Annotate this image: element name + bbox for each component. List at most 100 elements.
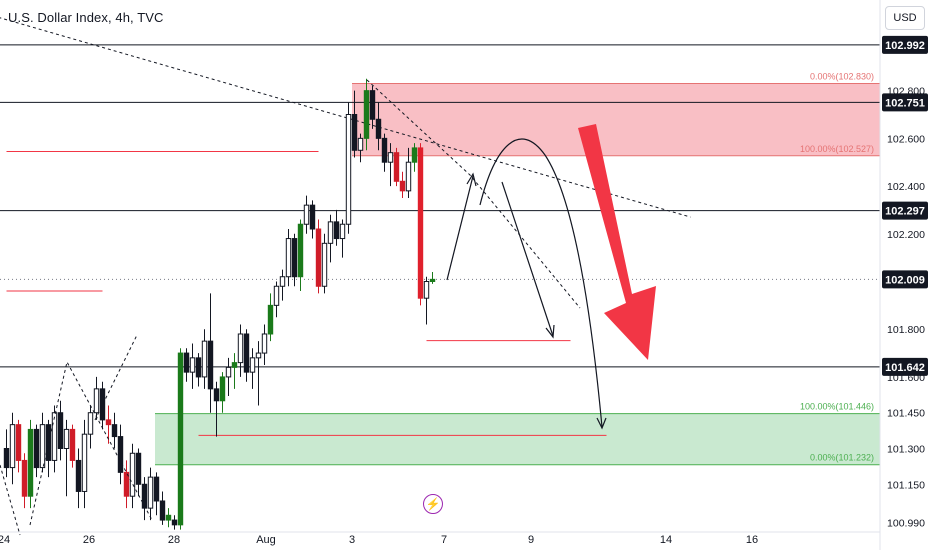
candle (123, 460, 130, 509)
candle (117, 424, 124, 485)
candle (387, 143, 394, 187)
candle (357, 133, 364, 163)
x-tick-label: 16 (746, 534, 758, 546)
candle (345, 102, 352, 234)
candle (9, 412, 16, 485)
candle-body (381, 137, 388, 163)
candle-body (21, 459, 28, 497)
candle (375, 102, 382, 151)
x-tick-label: 24 (0, 534, 10, 546)
y-tick-label: 101.300 (887, 444, 925, 456)
candle-body (321, 242, 328, 287)
candle-body (207, 340, 214, 390)
projection-down-arrow-1-head (545, 324, 555, 339)
candle-body (327, 221, 334, 244)
candle-body (3, 448, 10, 469)
zone-supply-bottom-label: 100.00%(102.527) (800, 144, 874, 154)
candle-body (189, 357, 196, 373)
candle (399, 171, 406, 198)
candle-body (279, 276, 286, 287)
candle (51, 405, 58, 473)
candle (285, 229, 292, 287)
price-tag-bg (882, 270, 928, 289)
price-tag-label: 102.992 (885, 40, 925, 52)
candle-body (285, 238, 292, 278)
candle (333, 209, 340, 246)
candle (279, 269, 286, 301)
candle (33, 424, 40, 478)
zones-layer: 0.00%(102.830) 100.00%(102.527) 100.00%(10… (155, 71, 880, 466)
candle (153, 472, 160, 516)
candle (237, 324, 244, 377)
candle-body (393, 152, 400, 182)
candle (321, 233, 328, 294)
candle-body (375, 118, 382, 139)
candle (99, 381, 106, 430)
candle-body (123, 471, 130, 497)
candle (141, 477, 148, 521)
candle-body (147, 476, 154, 509)
candle-body (129, 452, 136, 497)
candle (363, 78, 370, 151)
y-tick-label: 102.600 (887, 133, 925, 145)
candle-body (69, 428, 76, 461)
candle (189, 343, 196, 389)
candle (63, 419, 70, 497)
candle-body (261, 333, 268, 354)
candle-body (177, 352, 184, 526)
candle (3, 429, 10, 478)
candle-body (153, 476, 160, 502)
candle (339, 219, 346, 258)
candle (105, 405, 112, 444)
price-tag-label: 102.751 (885, 97, 925, 109)
projection-up-arrow-head (466, 172, 477, 187)
candle-body (303, 204, 310, 225)
projection-down-arrow-1 (501, 181, 554, 337)
candle-body (63, 428, 70, 449)
candle-body (315, 228, 322, 287)
candle-body (201, 340, 208, 378)
candle (135, 448, 142, 497)
candle-body (297, 223, 304, 278)
candle-body (231, 362, 238, 368)
candle-body (159, 500, 166, 521)
chart-title: U.S. Dollar Index, 4h, TVC (8, 10, 164, 25)
candle-body (219, 376, 226, 402)
drawings-layer (0, 79, 656, 536)
candle-body (363, 90, 370, 139)
candle-body (351, 114, 358, 151)
zigzag-left-3 (94, 334, 138, 421)
candle-body (291, 238, 298, 278)
zone-supply (352, 83, 880, 156)
candle-body (309, 204, 316, 230)
candle (423, 276, 430, 325)
candle (93, 376, 100, 420)
candle-body (387, 152, 394, 163)
candle-body (75, 459, 82, 492)
candle (207, 293, 214, 413)
candle (15, 419, 22, 473)
candle-body (33, 428, 40, 469)
projection-arc (479, 138, 603, 428)
candle (411, 143, 418, 172)
candle (297, 219, 304, 292)
time-axis-layer: 24 26 28 Aug 3 7 9 14 16 (0, 531, 880, 546)
lightning-icon[interactable]: ⚡ (423, 494, 443, 514)
candle-body (195, 357, 202, 378)
dashed-path-line (366, 79, 581, 309)
candle-body (183, 352, 190, 373)
candle-body (267, 304, 274, 335)
projection-up-arrow (446, 175, 474, 281)
candle (87, 405, 94, 449)
candle-body (165, 514, 172, 521)
candle-body (237, 333, 244, 364)
candle (327, 214, 334, 263)
bearish-arrow (578, 124, 656, 360)
candle (171, 515, 178, 530)
candle-body (135, 452, 142, 485)
price-tag-bg (882, 93, 928, 112)
candle (231, 353, 238, 389)
currency-button[interactable]: USD (885, 6, 925, 30)
zone-supply-top-label: 0.00%(102.830) (810, 71, 874, 81)
